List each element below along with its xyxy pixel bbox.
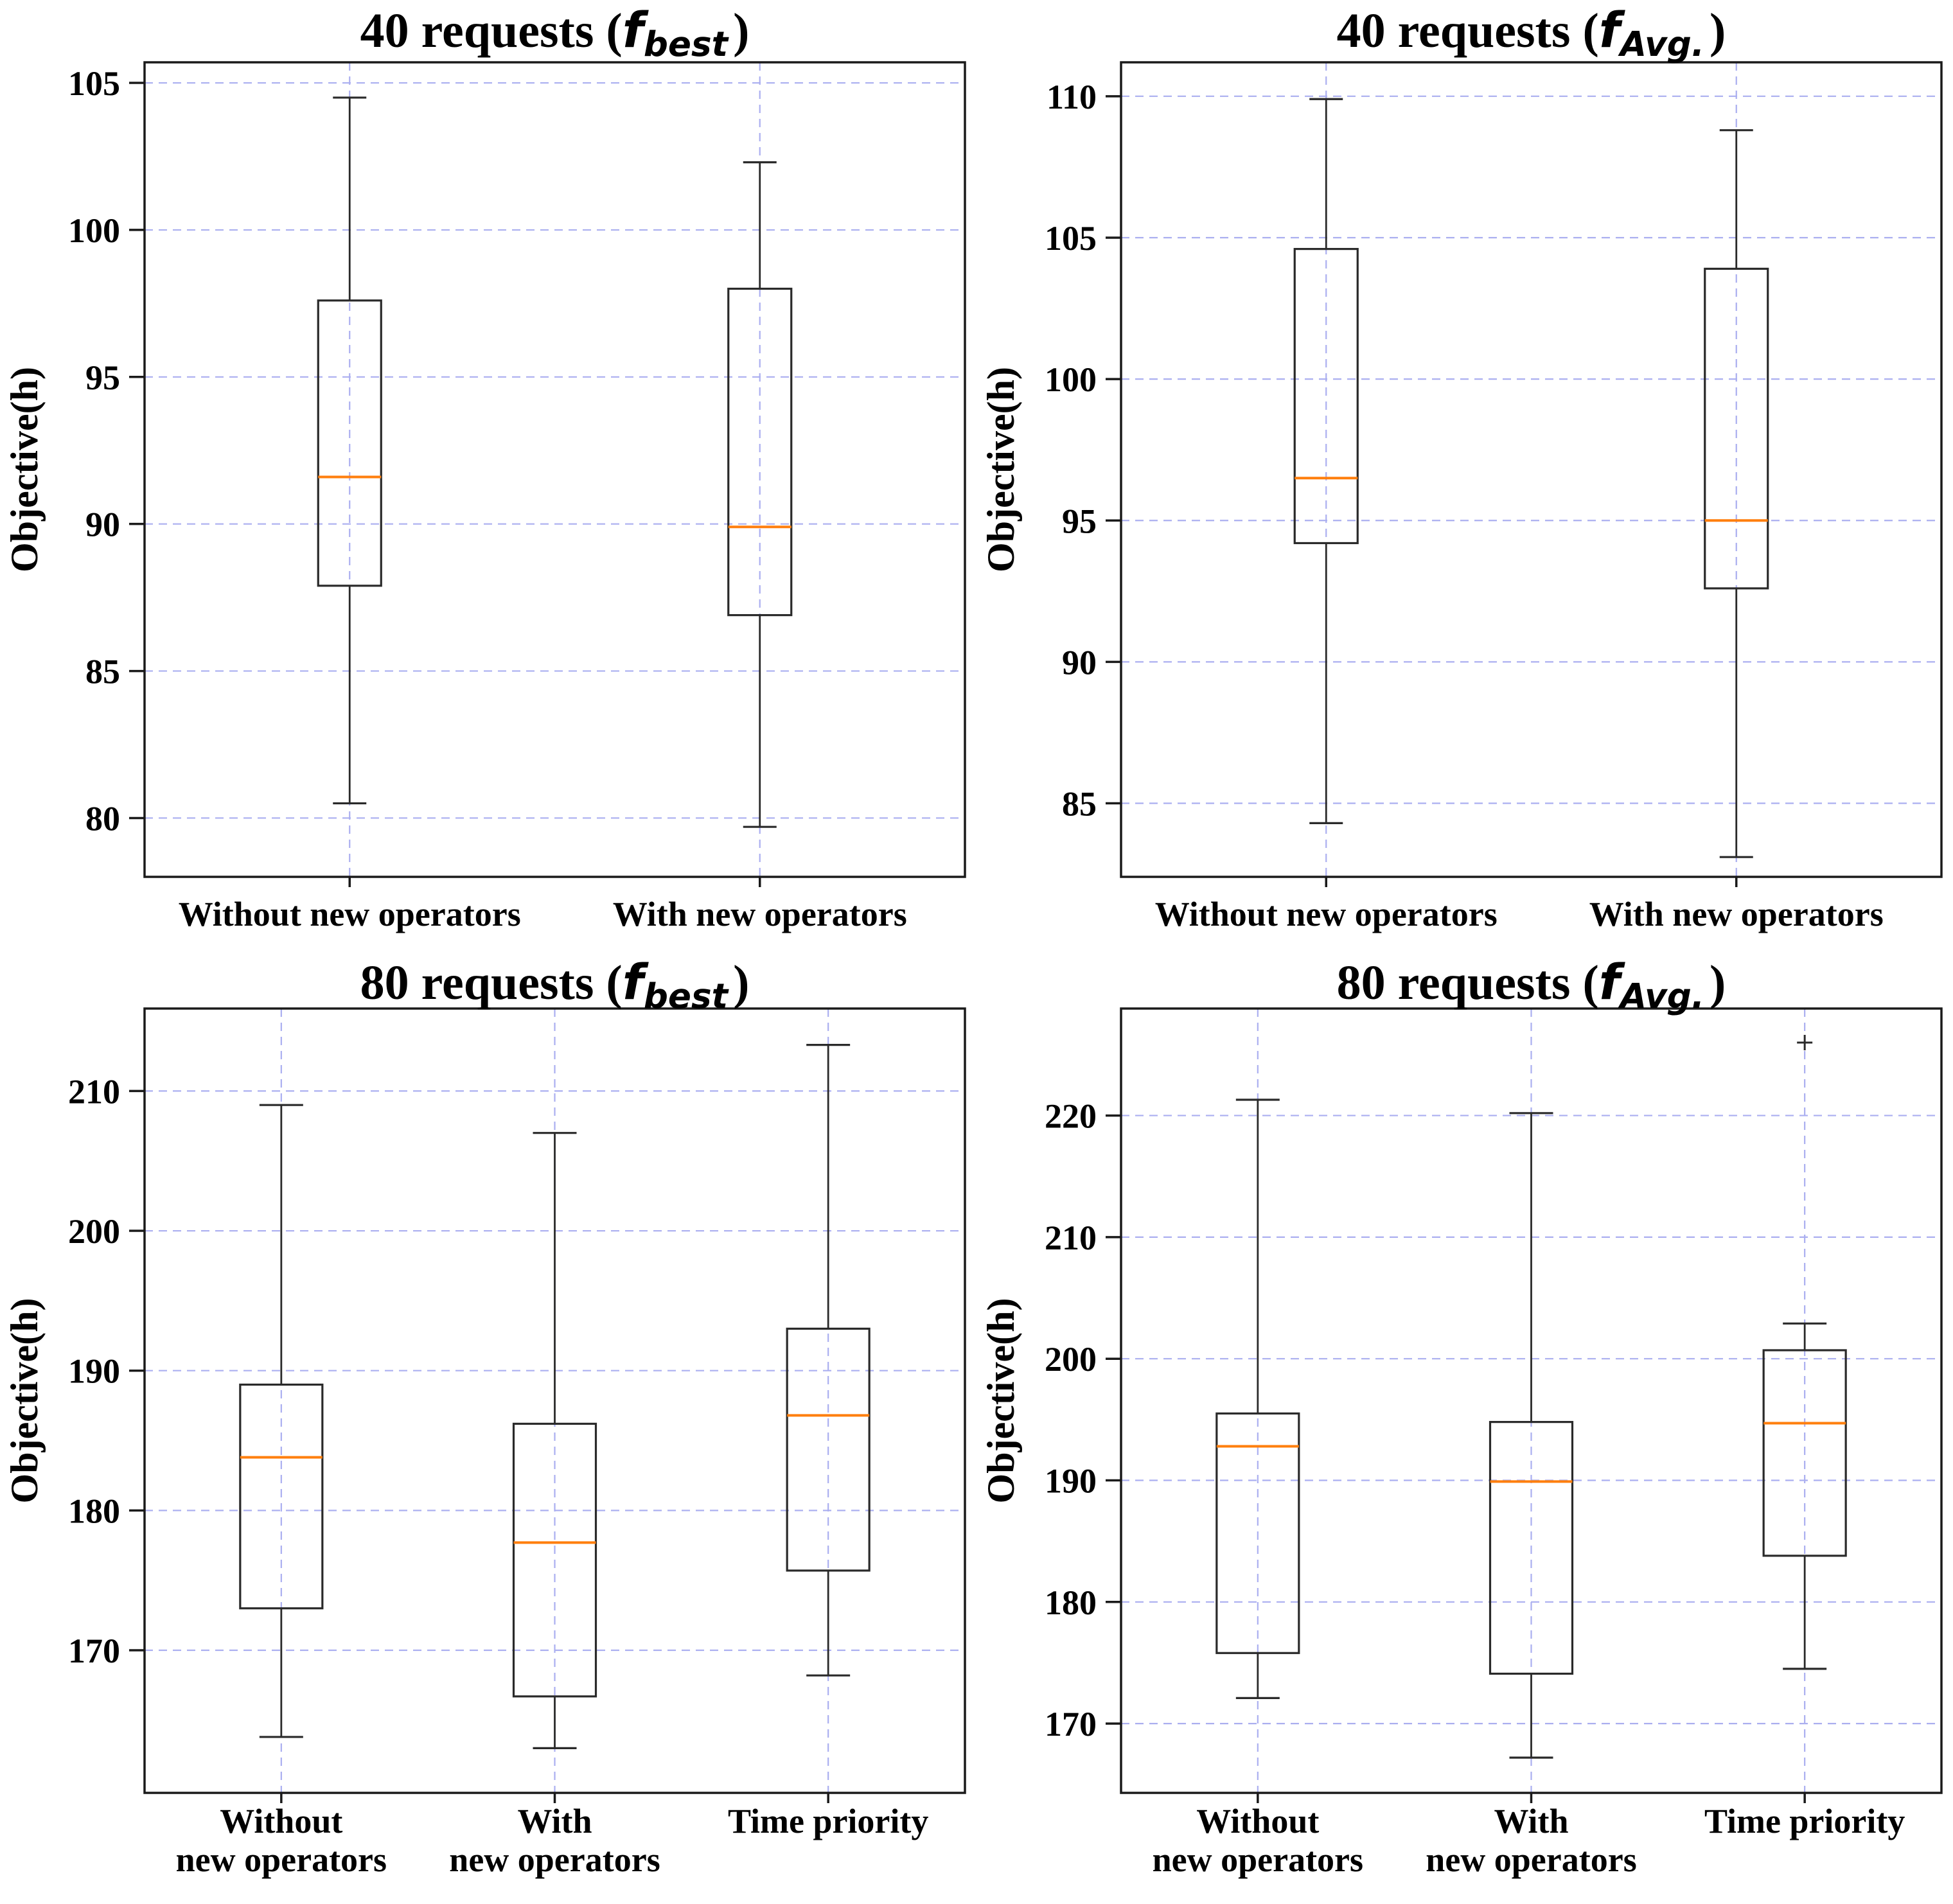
subplot-40-requests-fbest: 40 requests (fbest) 80 85 90 95 100 105 Withou… <box>0 0 976 952</box>
iqr-box <box>727 287 793 617</box>
plot-title: 80 requests (fbest) <box>145 953 965 1016</box>
iqr-box <box>239 1383 324 1610</box>
y-tick-label: 85 <box>85 653 120 691</box>
plot-title: 80 requests (fAvg.) <box>1121 953 1941 1016</box>
plot-background <box>0 0 976 952</box>
title-close-paren: ) <box>1710 956 1726 1010</box>
title-math-f: f <box>622 1 644 58</box>
y-tick-label: 100 <box>1045 360 1097 399</box>
y-axis-label: Objective(h) <box>3 367 46 572</box>
title-subscript: Avg. <box>1620 24 1705 65</box>
y-tick-label: 95 <box>1062 502 1097 540</box>
axes-border <box>1120 61 1943 878</box>
title-text: 40 requests ( <box>1336 4 1599 58</box>
y-tick-label: 90 <box>85 506 120 544</box>
y-tick-label: 110 <box>1047 78 1097 116</box>
y-axis-label: Objective(h) <box>980 367 1022 572</box>
x-tick-label: With <box>1494 1802 1568 1840</box>
x-tick-label: With <box>517 1802 592 1840</box>
y-tick-label: 190 <box>68 1352 120 1391</box>
iqr-box <box>786 1327 870 1572</box>
iqr-box <box>317 299 382 587</box>
subplot-40-requests-favg: 40 requests (fAvg.) 85 90 95 100 105 110 Witho… <box>976 0 1953 952</box>
y-tick-label: 90 <box>1062 643 1097 682</box>
iqr-box <box>512 1422 597 1698</box>
plot-background <box>976 0 1953 952</box>
iqr-box <box>1489 1421 1574 1675</box>
y-tick-label: 200 <box>68 1212 120 1251</box>
plot-background <box>976 952 1953 1904</box>
title-text: 80 requests ( <box>1336 956 1599 1010</box>
y-tick-label: 80 <box>85 799 120 838</box>
y-tick-label: 95 <box>85 358 120 397</box>
x-tick-label: new operators <box>1426 1840 1636 1879</box>
subplot-80-requests-favg: 80 requests (fAvg.) 170 180 190 200 210 220 Wi… <box>976 952 1953 1904</box>
y-tick-label: 105 <box>1045 219 1097 258</box>
x-tick-label: Time priority <box>728 1802 928 1840</box>
title-close-paren: ) <box>733 956 750 1010</box>
y-tick-label: 170 <box>68 1632 120 1670</box>
y-tick-label: 180 <box>68 1492 120 1530</box>
y-tick-label: 210 <box>1045 1219 1097 1257</box>
x-tick-label: With new operators <box>1589 895 1884 933</box>
y-tick-label: 105 <box>68 64 120 103</box>
title-math-f: f <box>622 953 644 1010</box>
y-axis-label: Objective(h) <box>980 1298 1022 1504</box>
title-text: 80 requests ( <box>360 956 623 1010</box>
title-text: 40 requests ( <box>360 4 623 58</box>
x-tick-label: new operators <box>1153 1840 1363 1879</box>
x-tick-label: Without <box>1196 1802 1319 1840</box>
title-math-f: f <box>1598 1 1620 58</box>
subplot-80-requests-fbest: 80 requests (fbest) 170 180 190 200 210 Witho… <box>0 952 976 1904</box>
x-tick-label: new operators <box>449 1840 660 1879</box>
title-subscript: best <box>643 24 729 65</box>
iqr-box <box>1215 1412 1300 1654</box>
boxplot-canvas-40-fbest: 80 85 90 95 100 105 Without new operators With … <box>0 0 976 952</box>
x-tick-label: Without new operators <box>179 895 521 933</box>
y-tick-label: 190 <box>1045 1461 1097 1500</box>
boxplot-canvas-40-favg: 85 90 95 100 105 110 Without new operators With… <box>976 0 1953 952</box>
plot-title: 40 requests (fAvg.) <box>1121 1 1941 64</box>
y-tick-label: 220 <box>1045 1097 1097 1136</box>
x-tick-label: Without <box>220 1802 342 1840</box>
y-tick-label: 200 <box>1045 1340 1097 1379</box>
y-tick-label: 210 <box>68 1072 120 1111</box>
title-close-paren: ) <box>733 4 750 58</box>
y-tick-label: 170 <box>1045 1705 1097 1743</box>
x-tick-label: Time priority <box>1704 1802 1905 1840</box>
title-math-f: f <box>1598 953 1620 1010</box>
x-tick-label: new operators <box>176 1840 387 1879</box>
y-axis-label: Objective(h) <box>3 1298 46 1504</box>
axes-border <box>143 61 966 878</box>
plot-background <box>0 952 976 1904</box>
y-tick-label: 100 <box>68 211 120 250</box>
iqr-box <box>1293 247 1359 545</box>
iqr-box <box>1762 1349 1847 1557</box>
y-tick-label: 85 <box>1062 785 1097 824</box>
plot-title: 40 requests (fbest) <box>145 1 965 64</box>
x-tick-label: With new operators <box>613 895 907 933</box>
title-subscript: Avg. <box>1620 976 1705 1017</box>
iqr-box <box>1704 267 1769 590</box>
title-subscript: best <box>643 976 729 1017</box>
x-tick-label: Without new operators <box>1155 895 1498 933</box>
title-close-paren: ) <box>1710 4 1726 58</box>
y-tick-label: 180 <box>1045 1583 1097 1622</box>
